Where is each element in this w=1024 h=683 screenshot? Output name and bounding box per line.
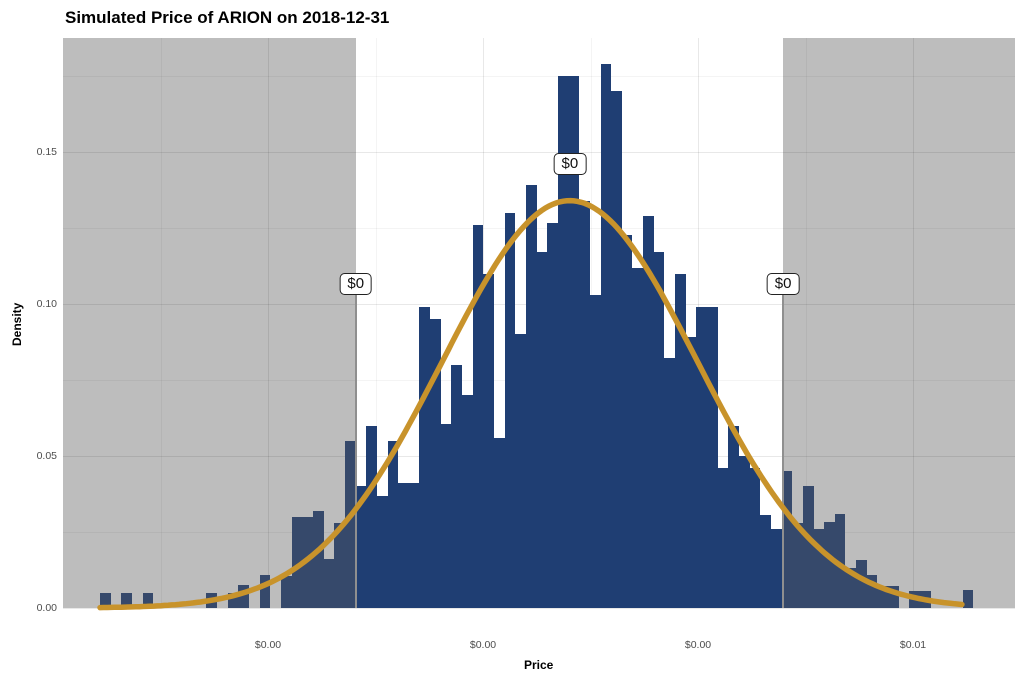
histogram-bar bbox=[451, 364, 463, 608]
ci-lower-line bbox=[354, 284, 357, 608]
histogram-bar bbox=[206, 592, 218, 608]
chart-title: Simulated Price of ARION on 2018-12-31 bbox=[65, 8, 390, 27]
histogram-bar bbox=[611, 91, 622, 608]
gridline-major-v bbox=[268, 38, 270, 608]
histogram-bar bbox=[783, 471, 793, 608]
histogram-bar bbox=[675, 273, 686, 608]
histogram-bar bbox=[728, 425, 739, 608]
histogram-bar bbox=[376, 495, 388, 608]
histogram-bar bbox=[430, 319, 441, 608]
histogram-bar bbox=[259, 574, 271, 608]
ci-upper-price-label: $0 bbox=[766, 273, 800, 295]
gridline-major-h bbox=[63, 608, 1015, 609]
histogram-bar bbox=[760, 515, 771, 608]
histogram-bar bbox=[770, 528, 782, 608]
histogram-bar bbox=[334, 522, 345, 608]
histogram-bar bbox=[824, 521, 835, 608]
histogram-bar bbox=[813, 528, 825, 608]
histogram-bar bbox=[525, 185, 537, 608]
histogram-bar bbox=[643, 215, 654, 608]
gridline-major-h bbox=[63, 152, 1015, 153]
histogram-bar bbox=[834, 513, 846, 608]
ci-upper-line bbox=[782, 284, 785, 608]
x-tick-label: $0.00 bbox=[684, 639, 712, 651]
histogram-bar bbox=[856, 559, 867, 608]
histogram-bar bbox=[664, 357, 676, 608]
histogram-bar bbox=[802, 486, 814, 608]
histogram-bar bbox=[685, 337, 697, 608]
histogram-bar bbox=[962, 589, 974, 608]
x-tick-label: $0.00 bbox=[254, 639, 282, 651]
histogram-bar bbox=[717, 468, 729, 608]
histogram-bar bbox=[632, 267, 644, 608]
gridline-minor-v bbox=[160, 38, 162, 608]
gridline-major-v bbox=[913, 38, 914, 608]
gridline-minor-h bbox=[63, 76, 1015, 77]
histogram-bar bbox=[121, 592, 132, 608]
histogram-bar bbox=[323, 559, 335, 608]
histogram-bar bbox=[621, 234, 633, 608]
histogram-bar bbox=[579, 200, 590, 608]
x-tick-label: $0.01 bbox=[899, 639, 927, 651]
histogram-bar bbox=[408, 483, 420, 608]
histogram-bar bbox=[707, 307, 718, 608]
y-tick-label: 0.05 bbox=[36, 450, 57, 462]
histogram-bar bbox=[845, 568, 857, 608]
histogram-bar bbox=[738, 456, 750, 608]
histogram-bar bbox=[653, 252, 665, 608]
histogram-bar bbox=[366, 425, 377, 608]
x-tick-label: $0.00 bbox=[469, 639, 497, 651]
histogram-bar bbox=[355, 486, 367, 608]
histogram-bar bbox=[312, 510, 324, 608]
histogram-bar bbox=[302, 516, 313, 608]
histogram-bar bbox=[398, 483, 409, 608]
histogram-bar bbox=[877, 586, 889, 608]
histogram-bar bbox=[142, 592, 154, 608]
histogram-bar bbox=[547, 223, 558, 608]
histogram-bar bbox=[504, 212, 516, 608]
histogram-bar bbox=[792, 522, 803, 608]
histogram-bar bbox=[866, 574, 878, 608]
histogram-bar bbox=[238, 585, 250, 608]
gridline-minor-h bbox=[63, 228, 1015, 229]
x-axis-title: Price bbox=[524, 658, 554, 672]
histogram-bar bbox=[440, 424, 452, 608]
histogram-bar bbox=[99, 592, 111, 608]
histogram-bar bbox=[515, 334, 526, 608]
mean-price-label: $0 bbox=[553, 153, 587, 175]
histogram-bar bbox=[472, 224, 484, 608]
histogram-bar bbox=[909, 591, 921, 608]
histogram-bar bbox=[291, 516, 303, 608]
histogram-bar bbox=[696, 307, 708, 608]
histogram-bar bbox=[227, 592, 239, 608]
histogram-bar bbox=[589, 294, 601, 608]
y-tick-label: 0.00 bbox=[36, 602, 57, 614]
y-axis-title: Density bbox=[10, 302, 24, 346]
histogram-bar bbox=[462, 395, 473, 608]
histogram-bar bbox=[419, 307, 431, 608]
histogram-bar bbox=[483, 273, 495, 608]
histogram-bar bbox=[387, 440, 399, 608]
plot-panel bbox=[63, 38, 1015, 609]
histogram-bar bbox=[281, 576, 292, 608]
histogram-bar bbox=[536, 252, 548, 608]
histogram-bar bbox=[920, 591, 931, 608]
y-tick-label: 0.10 bbox=[36, 298, 57, 310]
ci-lower-price-label: $0 bbox=[339, 273, 373, 295]
histogram-bar bbox=[749, 468, 761, 608]
outside-ci-region-right bbox=[783, 38, 1015, 608]
histogram-bar bbox=[888, 586, 899, 608]
histogram-bar bbox=[494, 437, 505, 608]
histogram-bar bbox=[600, 63, 612, 608]
y-tick-label: 0.15 bbox=[36, 146, 57, 158]
